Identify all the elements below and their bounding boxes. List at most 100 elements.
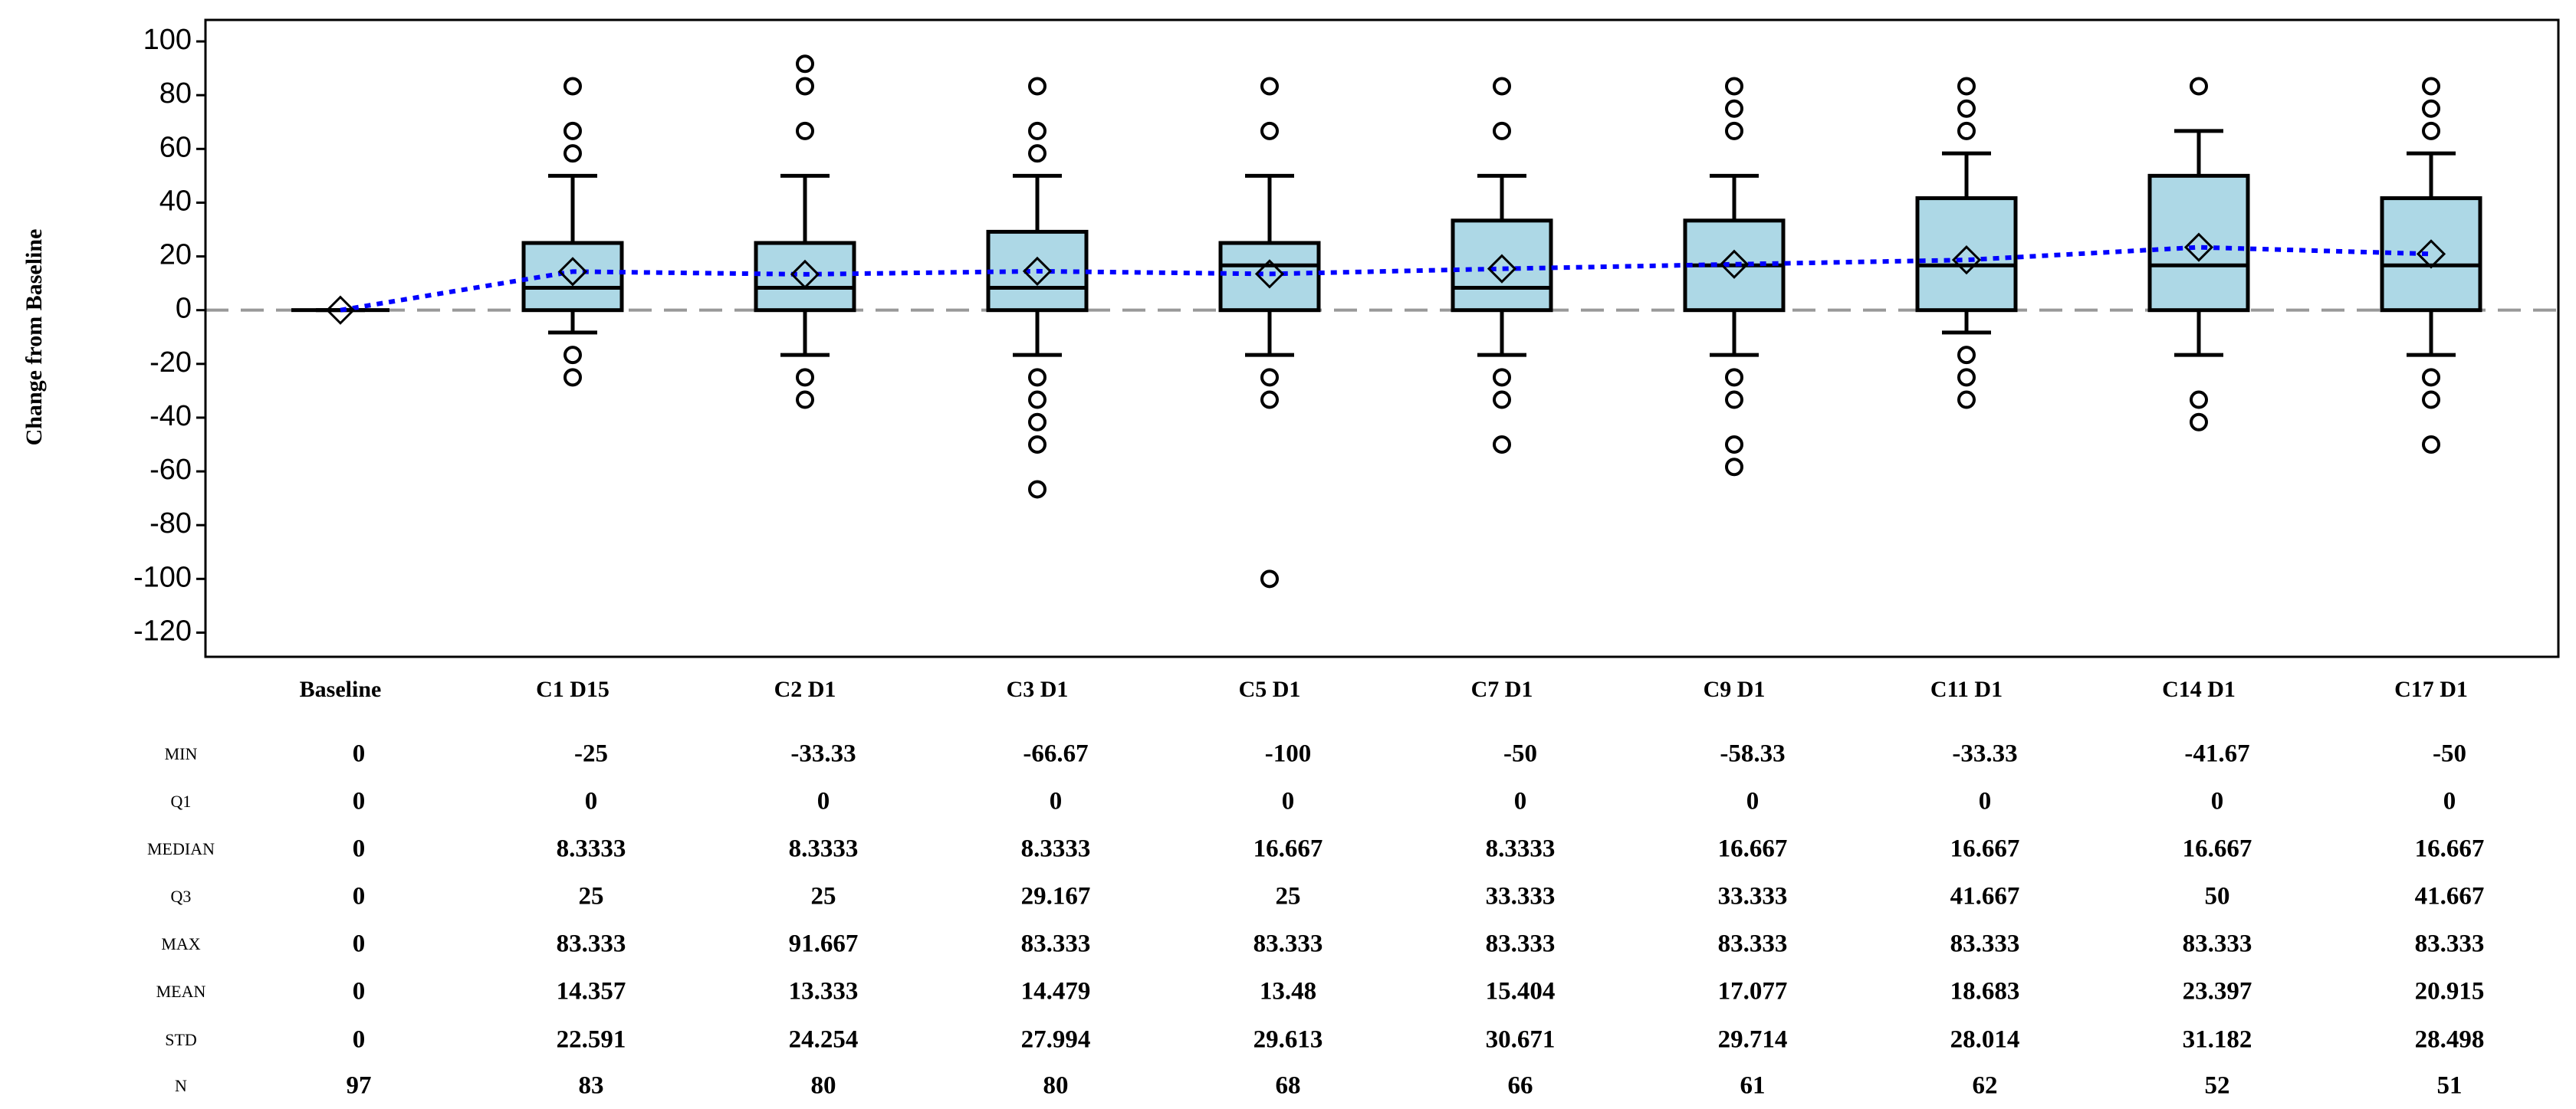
stat-value: -50 xyxy=(1503,740,1537,768)
outlier xyxy=(1260,121,1279,140)
stat-value: -66.67 xyxy=(1023,740,1088,768)
stat-value: 8.3333 xyxy=(1021,835,1091,863)
stat-value: -33.33 xyxy=(1952,740,2017,768)
stat-label: Q1 xyxy=(171,792,192,811)
mean-marker xyxy=(1487,254,1517,284)
stat-value: 0 xyxy=(1979,788,1992,815)
stat-value: 15.404 xyxy=(1486,978,1556,1006)
stat-value: 13.48 xyxy=(1260,978,1316,1006)
outlier xyxy=(1028,368,1046,387)
outlier xyxy=(1493,390,1511,409)
outlier xyxy=(1957,390,1976,409)
outlier xyxy=(2190,412,2208,431)
outlier xyxy=(1957,99,1976,118)
outlier xyxy=(796,54,814,74)
stat-value: 0 xyxy=(353,835,366,863)
outlier xyxy=(1260,569,1279,589)
y-tick-label: 80 xyxy=(159,77,192,110)
stat-value: 13.333 xyxy=(789,978,859,1006)
stat-value: 83 xyxy=(579,1072,604,1100)
category-label: C17 D1 xyxy=(2394,677,2468,702)
box xyxy=(1218,241,1321,313)
mean-marker xyxy=(1254,259,1285,289)
outlier xyxy=(1028,144,1046,163)
stat-value: 24.254 xyxy=(789,1026,859,1054)
stat-value: 16.667 xyxy=(2415,835,2485,863)
stat-value: 83.333 xyxy=(557,930,626,958)
stat-value: 83.333 xyxy=(2415,930,2485,958)
outlier xyxy=(1260,368,1279,387)
outlier xyxy=(1725,458,1743,477)
stat-value: 14.479 xyxy=(1021,978,1091,1006)
stat-value: 27.994 xyxy=(1021,1026,1091,1054)
category-label: C7 D1 xyxy=(1471,677,1533,702)
y-tick-label: -120 xyxy=(133,615,192,647)
stat-value: 14.357 xyxy=(557,978,626,1006)
y-tick-label: 20 xyxy=(159,239,192,271)
outlier xyxy=(1028,121,1046,140)
stat-value: 0 xyxy=(817,788,830,815)
stat-value: 25 xyxy=(1276,883,1301,910)
outlier xyxy=(1493,435,1511,454)
y-tick-label: 0 xyxy=(176,293,192,325)
stat-value: 16.667 xyxy=(2183,835,2252,863)
stat-label: MIN xyxy=(165,744,198,763)
y-tick-label: -80 xyxy=(150,507,192,540)
stat-value: 91.667 xyxy=(789,930,859,958)
stat-value: 41.667 xyxy=(1950,883,2020,910)
box xyxy=(1915,196,2018,313)
outlier xyxy=(1493,77,1511,96)
outlier xyxy=(796,77,814,96)
stat-value: -25 xyxy=(574,740,608,768)
outlier xyxy=(1725,435,1743,454)
mean-marker xyxy=(1951,245,1982,275)
stat-value: 83.333 xyxy=(1950,930,2020,958)
stat-value: 0 xyxy=(353,930,366,958)
stat-value: 97 xyxy=(347,1072,372,1100)
stat-value: 29.714 xyxy=(1718,1026,1788,1054)
stat-value: 33.333 xyxy=(1486,883,1556,910)
mean-marker xyxy=(2416,239,2446,269)
stat-value: 83.333 xyxy=(1718,930,1788,958)
outlier xyxy=(2422,390,2440,409)
outlier xyxy=(2422,77,2440,96)
stat-value: 8.3333 xyxy=(557,835,626,863)
stat-value: 16.667 xyxy=(1254,835,1323,863)
stat-label: MAX xyxy=(161,934,200,953)
stat-value: 41.667 xyxy=(2415,883,2485,910)
plot-frame xyxy=(204,18,2560,658)
category-label: C11 D1 xyxy=(1930,677,2003,702)
outlier xyxy=(1725,99,1743,118)
stat-value: 20.915 xyxy=(2415,978,2485,1006)
outlier xyxy=(2422,368,2440,387)
outlier xyxy=(2422,99,2440,118)
stat-label: STD xyxy=(165,1030,197,1049)
stat-value: 25 xyxy=(579,883,604,910)
outlier xyxy=(1725,77,1743,96)
stat-label: MEDIAN xyxy=(147,839,215,858)
stat-value: 0 xyxy=(1282,788,1295,815)
outlier xyxy=(1260,77,1279,96)
stat-value: 83.333 xyxy=(2183,930,2252,958)
category-label: C1 D15 xyxy=(536,677,610,702)
box xyxy=(1451,218,1553,313)
mean-marker xyxy=(1022,256,1053,287)
outlier xyxy=(1957,77,1976,96)
y-tick-label: 60 xyxy=(159,131,192,163)
outlier xyxy=(1957,368,1976,387)
outlier xyxy=(1957,346,1976,365)
outlier xyxy=(1260,390,1279,409)
stat-value: 0 xyxy=(353,883,366,910)
mean-marker xyxy=(325,295,356,325)
stat-value: 0 xyxy=(353,1026,366,1054)
stat-value: 22.591 xyxy=(557,1026,626,1054)
mean-marker xyxy=(1719,249,1750,279)
outlier xyxy=(1028,412,1046,431)
outlier xyxy=(1028,77,1046,96)
box xyxy=(2147,173,2250,313)
outlier xyxy=(564,346,582,365)
stat-value: -41.67 xyxy=(2184,740,2249,768)
stat-value: 33.333 xyxy=(1718,883,1788,910)
stat-label: Q3 xyxy=(171,887,192,906)
